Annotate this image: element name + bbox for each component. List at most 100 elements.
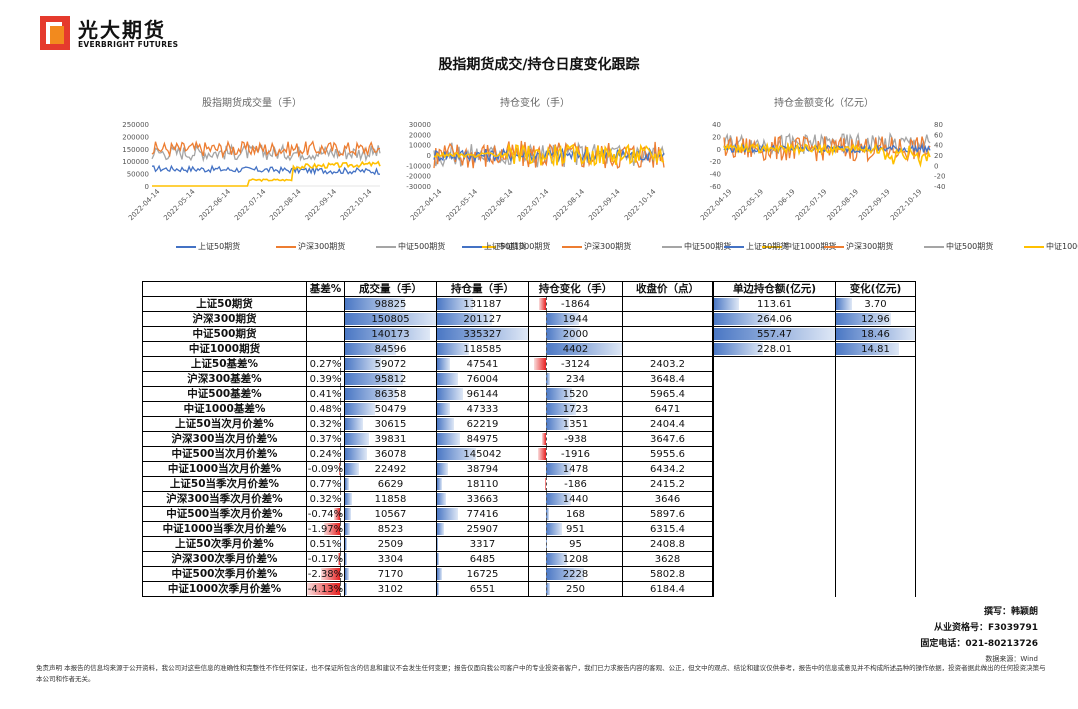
cell-value: 84975 — [466, 433, 499, 445]
legend-label: 上证50期货 — [198, 242, 241, 251]
data-bar — [545, 583, 551, 595]
y-tick-label: -40 — [710, 171, 721, 179]
table-cell — [306, 311, 345, 327]
table-cell — [306, 341, 345, 357]
legend-item: 中证1000期货(右) — [1024, 238, 1078, 256]
data-bar — [545, 478, 546, 490]
table-cell — [835, 566, 916, 582]
table-cell: 86358 — [344, 386, 437, 402]
cell-value: 2408.8 — [650, 538, 685, 550]
cell-value: 14.81 — [861, 343, 890, 355]
table-cell: 3.70 — [835, 296, 916, 312]
table-cell — [835, 431, 916, 447]
y-tick-label: -20000 — [406, 173, 431, 181]
table-cell: 98825 — [344, 296, 437, 312]
table-cell: 10567 — [344, 506, 437, 522]
table-cell: 3317 — [436, 536, 529, 552]
author: 撰写：韩颖朗 — [983, 607, 1038, 617]
cell-value: -2.38% — [307, 568, 344, 580]
y-tick-label: 10000 — [409, 142, 431, 150]
data-bar — [437, 343, 470, 355]
cell-value: 951 — [565, 523, 586, 535]
table-cell: 3648.4 — [622, 371, 713, 387]
table-cell: 2408.8 — [622, 536, 713, 552]
data-bar — [437, 568, 442, 580]
table-cell: -4.13% — [306, 581, 345, 597]
table-cell: 1440 — [528, 491, 623, 507]
y-tick-label: 250000 — [122, 121, 149, 129]
data-bar — [714, 328, 835, 340]
bar-axis — [545, 342, 547, 356]
table-cell: 3647.6 — [622, 431, 713, 447]
cell-value: 18110 — [466, 478, 499, 490]
table-row: 中证1000当次月价差% -0.09% 22492 38794 1478 6434.2 — [142, 461, 916, 477]
table-cell — [713, 521, 836, 537]
bar-axis — [339, 507, 341, 521]
bar-axis — [339, 447, 341, 461]
y-tick-label: 20000 — [409, 131, 431, 139]
data-bar — [437, 328, 528, 340]
y-tick-label: 100000 — [122, 158, 149, 166]
cell-value: 2228 — [562, 568, 589, 580]
cell-value: 6184.4 — [650, 583, 685, 595]
cell-value: 11858 — [374, 493, 407, 505]
bar-axis — [545, 477, 547, 491]
chart-svg: 40200-20-40-60806040200-20-402022-04-192… — [699, 121, 945, 222]
row-label: 中证500当次月价差% — [142, 446, 307, 462]
table-cell: -186 — [528, 476, 623, 492]
row-label: 中证1000期货 — [142, 341, 307, 357]
legend-swatch — [1024, 245, 1044, 248]
company-logo: 光大期货 EVERBRIGHT FUTURES — [40, 14, 180, 52]
table-cell: 0.32% — [306, 491, 345, 507]
y-tick-label: -60 — [710, 183, 721, 191]
cell-value: 264.06 — [757, 313, 792, 325]
chart-svg: 3000020000100000-10000-20000-300002022-0… — [406, 121, 665, 222]
table-row: 中证500当季次月价差% -0.74% 10567 77416 168 5897.6 — [142, 506, 916, 522]
table-cell: 2000 — [528, 326, 623, 342]
legend-swatch — [562, 245, 582, 248]
data-bar — [437, 298, 473, 310]
table-cell: 18110 — [436, 476, 529, 492]
legend-label: 中证1000期货 — [784, 242, 837, 251]
table-cell: 6184.4 — [622, 581, 713, 597]
data-bar — [345, 523, 351, 535]
cell-value: 6551 — [469, 583, 496, 595]
data-source: 数据来源：Wind — [985, 655, 1038, 663]
cell-value: 145042 — [463, 448, 502, 460]
bar-axis — [339, 417, 341, 431]
cell-value: -938 — [564, 433, 587, 445]
table-cell — [835, 581, 916, 597]
table-row: 中证500次季月价差% -2.38% 7170 16725 2228 5802.8 — [142, 566, 916, 582]
data-bar — [714, 313, 772, 325]
cell-value: 1208 — [562, 553, 589, 565]
cell-value: 18.46 — [861, 328, 890, 340]
data-bar — [836, 328, 915, 340]
bar-axis — [545, 327, 547, 341]
chart-title: 持仓变化（手） — [500, 98, 570, 109]
cell-value: 0.37% — [309, 433, 342, 445]
table-cell: 62219 — [436, 416, 529, 432]
bar-axis — [339, 477, 341, 491]
cell-value: 1520 — [562, 388, 589, 400]
table-cell — [622, 326, 713, 342]
cell-value: 0.32% — [309, 493, 342, 505]
legend-item: 沪深300期货 — [824, 238, 924, 256]
table-cell: 76004 — [436, 371, 529, 387]
table-cell: 5802.8 — [622, 566, 713, 582]
legend-item: 上证50期货 — [724, 238, 824, 256]
bar-axis — [339, 462, 341, 476]
logo-en: EVERBRIGHT FUTURES — [78, 40, 179, 49]
cell-value: -3124 — [560, 358, 591, 370]
data-bar — [545, 418, 570, 430]
bar-axis — [339, 537, 341, 551]
row-label: 沪深300当次月价差% — [142, 431, 307, 447]
table-cell: 50479 — [344, 401, 437, 417]
legend-item: 上证50期货 — [462, 238, 562, 256]
y-tick-label: 20 — [712, 133, 721, 141]
table-cell: -0.74% — [306, 506, 345, 522]
bar-axis — [339, 357, 341, 371]
table-cell: 1520 — [528, 386, 623, 402]
cell-value: 30615 — [374, 418, 407, 430]
data-bar — [545, 373, 550, 385]
table-row: 沪深300当次月价差% 0.37% 39831 84975 -938 3647.6 — [142, 431, 916, 447]
